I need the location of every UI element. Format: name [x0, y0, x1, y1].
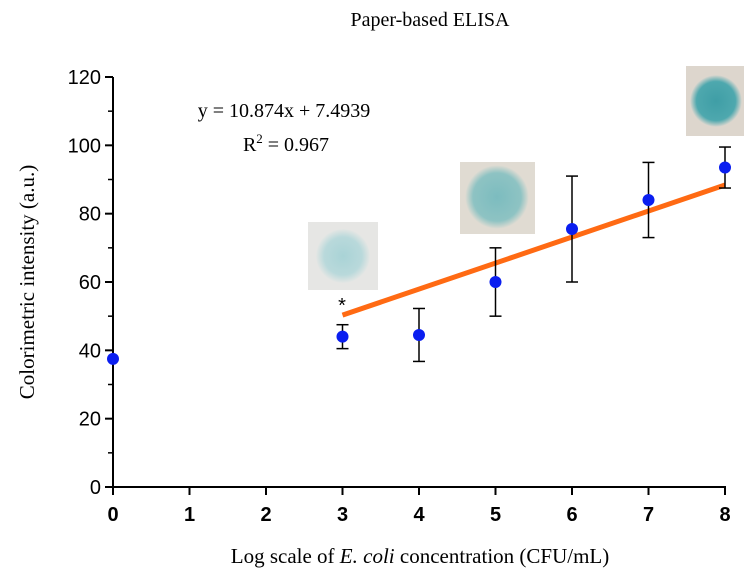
y-tick-label: 0: [90, 477, 101, 499]
x-tick-label: 3: [337, 504, 348, 526]
x-tick-label: 1: [184, 504, 195, 526]
fit-line: [341, 182, 726, 318]
x-tick-label: 2: [260, 504, 271, 526]
x-label-part: concentration (CFU/mL): [395, 544, 610, 568]
data-point: [566, 223, 578, 236]
r-text: R: [243, 134, 257, 156]
data-point: [413, 328, 425, 341]
data-point: [336, 330, 349, 343]
y-tick-label: 40: [79, 340, 101, 362]
chart-title: Paper-based ELISA: [351, 9, 511, 31]
y-axis-label: Colorimetric intensity (a.u.): [15, 165, 39, 399]
data-point: [719, 161, 731, 174]
y-tick-label: 100: [68, 135, 101, 157]
x-axis-label: Log scale of E. coli concentration (CFU/…: [231, 544, 610, 568]
x-tick-label: 0: [107, 504, 118, 526]
y-tick-label: 60: [79, 272, 101, 294]
equation: y = 10.874x + 7.4939: [198, 100, 371, 122]
superscript: 2: [256, 131, 263, 146]
significance-mark: *: [338, 295, 346, 317]
data-point: [489, 276, 502, 288]
x-label-italic: E. coli: [339, 544, 395, 568]
x-label-part: Log scale of: [231, 544, 340, 568]
x-tick-label: 7: [643, 504, 654, 526]
x-tick-label: 8: [719, 504, 730, 526]
r-value: = 0.967: [263, 134, 329, 156]
data-point: [107, 352, 119, 365]
y-tick-label: 80: [79, 204, 101, 226]
data-point: [642, 194, 655, 206]
y-tick-label: 120: [68, 67, 101, 89]
y-tick-label: 20: [79, 409, 101, 431]
r-squared: R2 = 0.967: [243, 131, 329, 156]
x-tick-label: 6: [566, 504, 577, 526]
well-images: [308, 66, 744, 290]
x-tick-label: 4: [413, 504, 425, 526]
x-tick-label: 5: [490, 504, 501, 526]
